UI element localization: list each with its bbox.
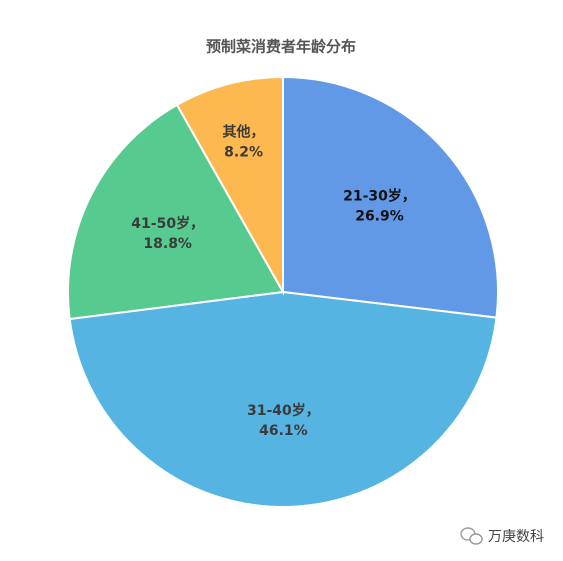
category-label: 31-40岁 (247, 402, 306, 419)
slice-label: 其他， (223, 123, 265, 140)
pie-slice (175, 75, 284, 296)
category-label: 21-30岁 (343, 187, 402, 204)
chart-title: 预制菜消费者年龄分布 (206, 38, 356, 56)
watermark: 万庚数科 (488, 529, 544, 545)
slice-label: 41-50岁， (131, 215, 204, 232)
category-label: 其他 (223, 123, 251, 140)
watermark-icon (460, 527, 483, 545)
category-label: 41-50岁 (131, 215, 190, 232)
value-label: 26.9% (355, 208, 404, 224)
pie-slice (67, 103, 285, 321)
value-label: 46.1% (259, 423, 308, 439)
pie-slice (282, 75, 499, 319)
label-separator: ， (402, 188, 416, 204)
label-separator: ， (306, 403, 320, 419)
label-separator: ， (190, 216, 204, 232)
slice-label: 31-40岁， (247, 402, 320, 419)
label-separator: ， (251, 124, 265, 140)
slice-label: 21-30岁， (343, 187, 416, 204)
value-label: 8.2% (224, 144, 263, 160)
value-label: 18.8% (143, 236, 192, 252)
pie-slice (68, 290, 498, 508)
